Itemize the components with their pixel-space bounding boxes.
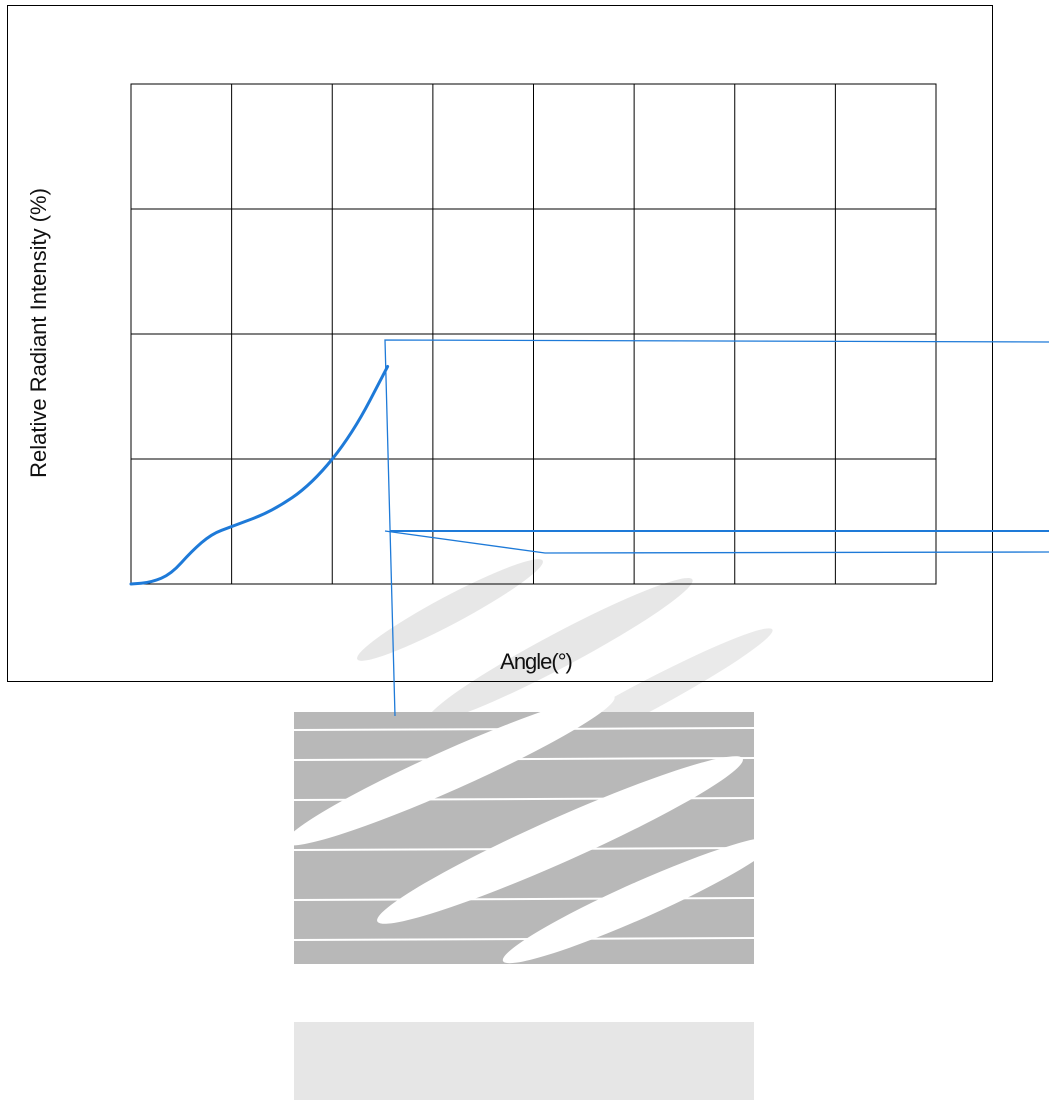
watermark-logo-swoosh xyxy=(502,836,778,964)
watermark-logo-swoosh xyxy=(285,694,615,846)
watermark-logo xyxy=(285,694,778,1100)
chart-frame xyxy=(7,5,993,682)
series-line-0 xyxy=(129,365,390,586)
leader-line xyxy=(384,339,1049,717)
plot-grid xyxy=(130,83,937,585)
leader-line xyxy=(384,530,1049,554)
series-layer xyxy=(129,365,390,586)
leader-lines xyxy=(384,339,1049,717)
x-axis-label: Angle(°) xyxy=(500,649,572,674)
y-axis-label: Relative Radiant Intensity (%) xyxy=(26,188,51,478)
watermark-swoosh xyxy=(357,559,543,661)
watermark-logo-streaks xyxy=(293,727,755,941)
watermark-text-block xyxy=(294,1022,754,1100)
watermark-swoosh xyxy=(427,577,693,723)
